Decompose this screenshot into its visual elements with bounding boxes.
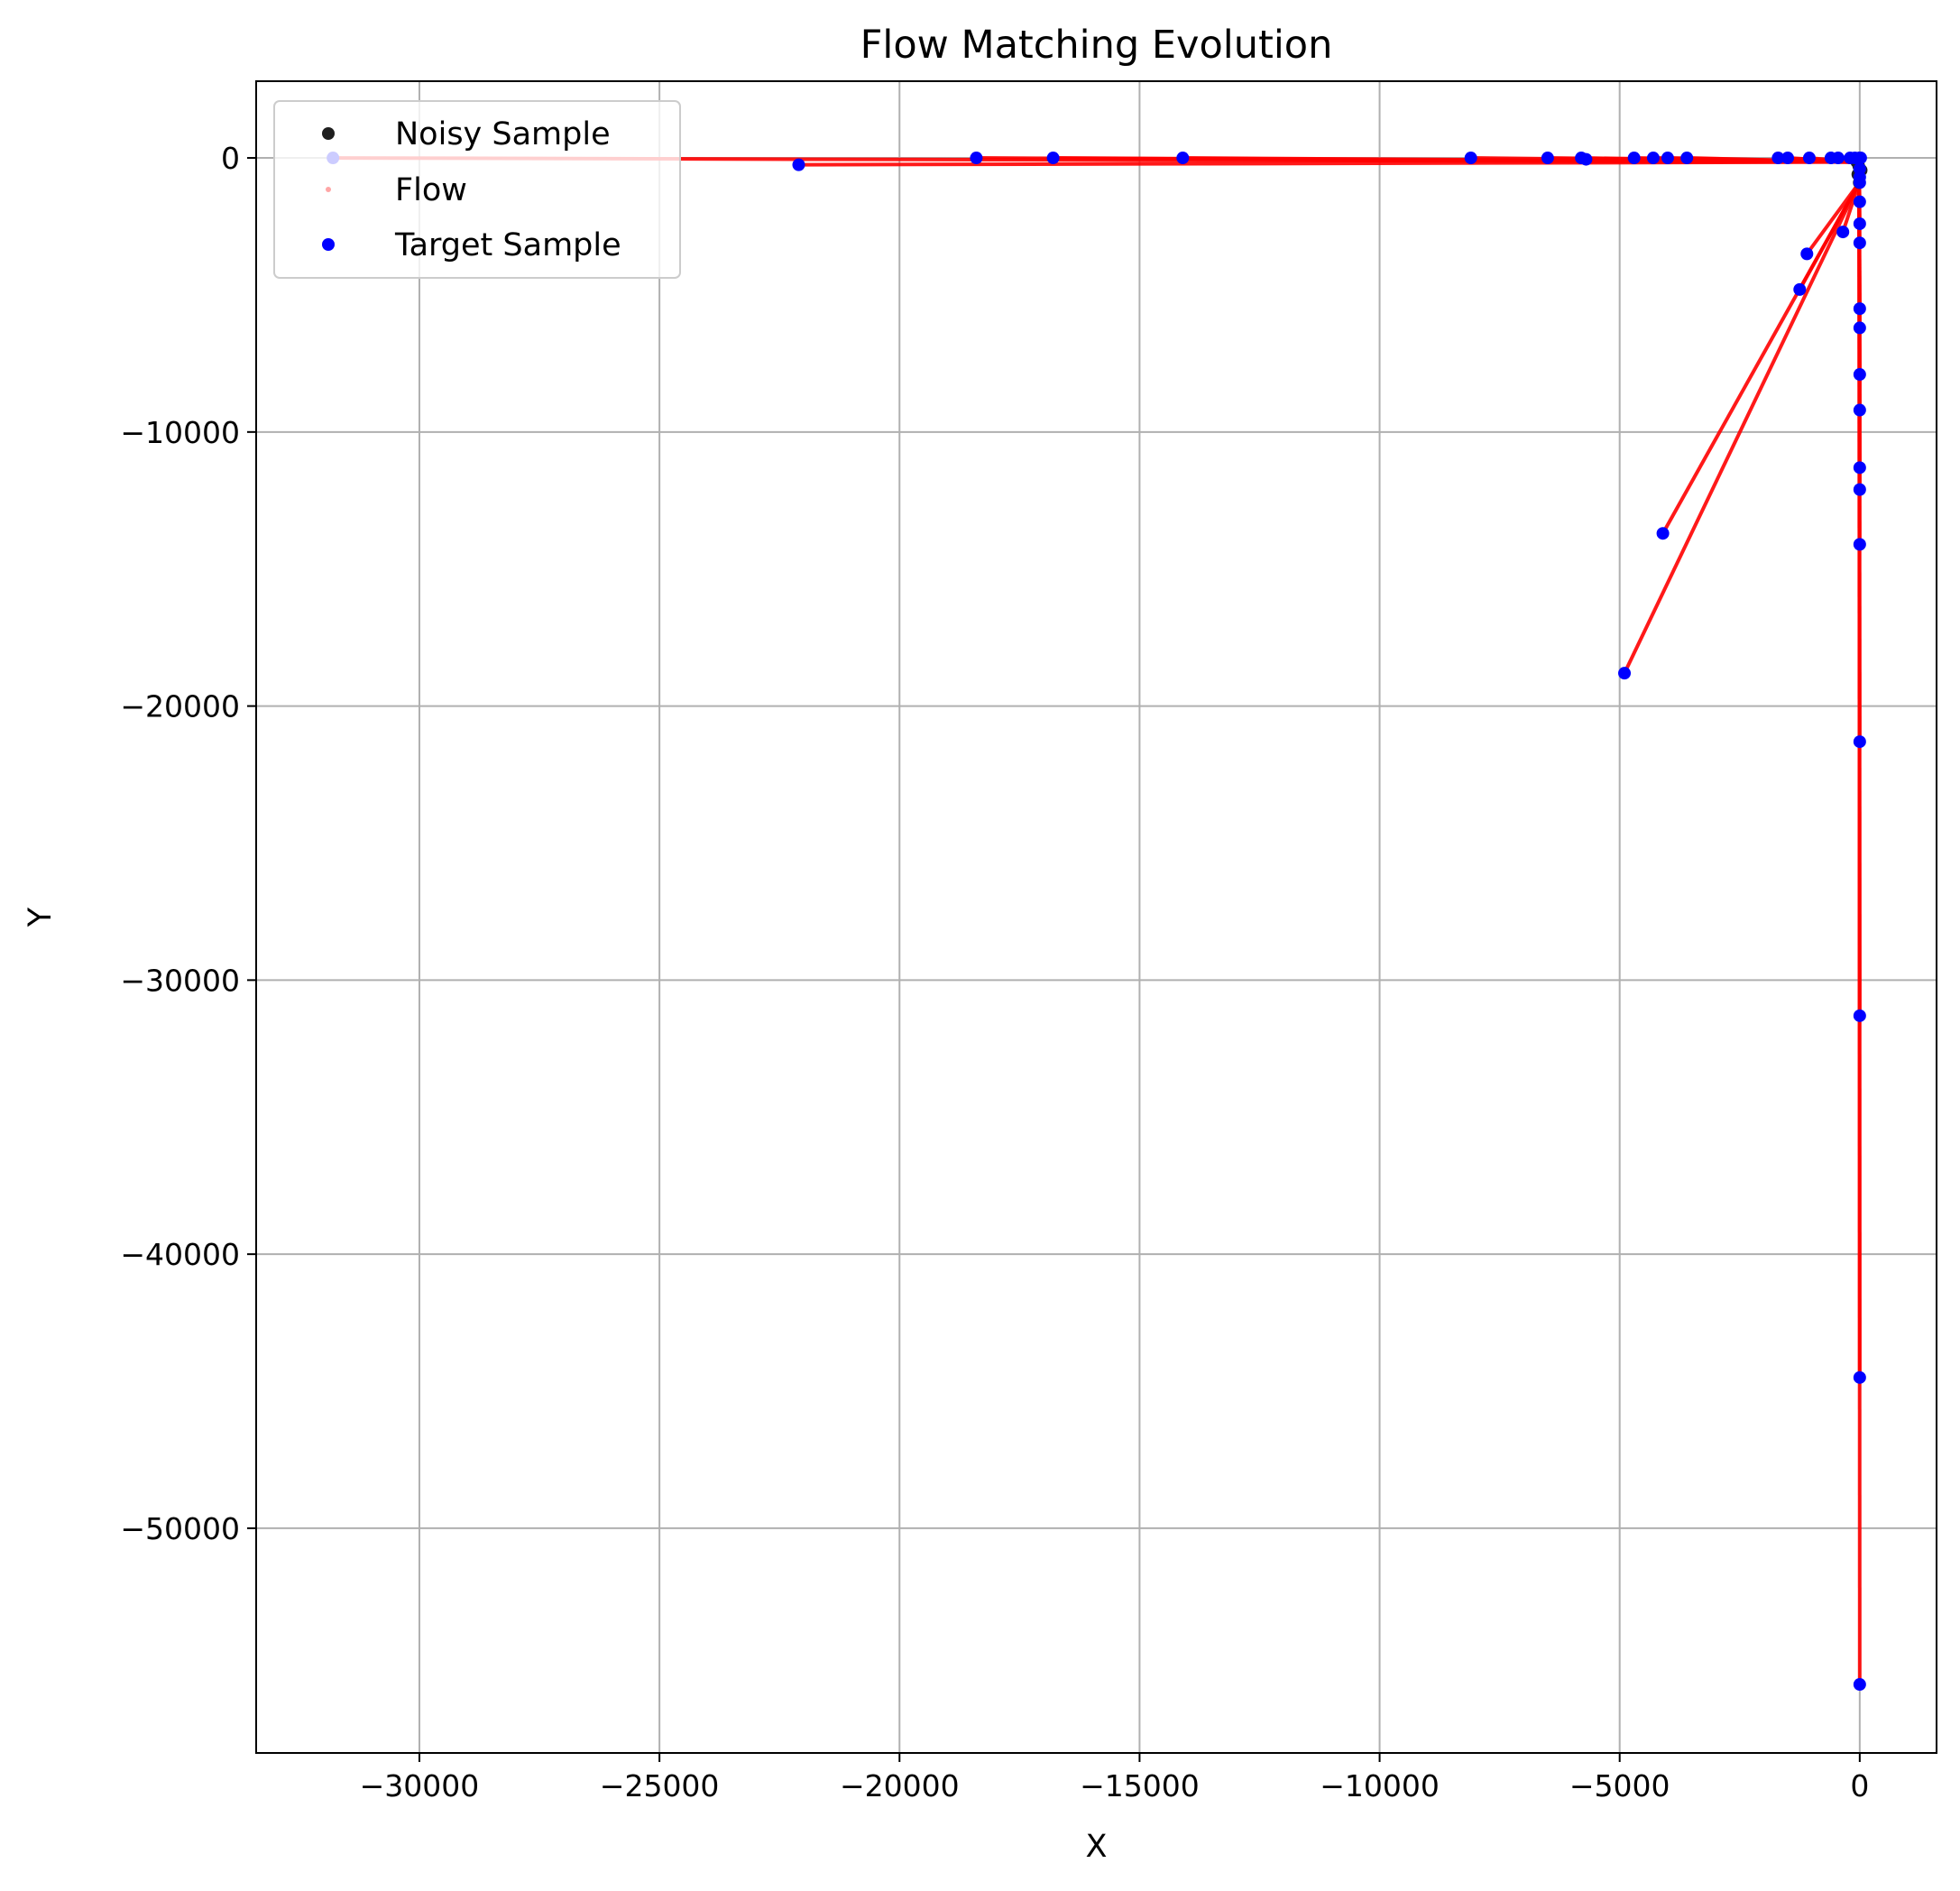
- y-tick-label: −10000: [120, 415, 240, 450]
- x-axis-ticks: −30000 −25000 −20000 −15000 −10000 −5000 0: [360, 1753, 1869, 1803]
- legend-marker-target: [322, 238, 335, 251]
- plot-frame: [255, 80, 1937, 1754]
- target-point: [970, 152, 983, 165]
- x-tick-label: 0: [1850, 1768, 1869, 1803]
- grid: [256, 81, 1937, 1753]
- target-point: [1656, 527, 1670, 540]
- target-point: [1541, 152, 1554, 165]
- target-point: [1802, 152, 1816, 165]
- target-point: [1627, 152, 1641, 165]
- target-point: [1831, 152, 1845, 165]
- target-point: [1800, 247, 1814, 261]
- y-axis-ticks: 0 −10000 −20000 −30000 −40000 −50000: [120, 141, 256, 1546]
- y-tick-label: −30000: [120, 963, 240, 998]
- y-tick-label: 0: [221, 141, 240, 176]
- legend-marker-flow: [326, 187, 331, 192]
- x-axis-label: X: [1086, 1829, 1108, 1865]
- target-point: [1853, 176, 1866, 189]
- target-point: [1046, 152, 1060, 165]
- target-point: [1176, 152, 1190, 165]
- legend-label-noisy: Noisy Sample: [395, 116, 611, 152]
- target-point: [1853, 368, 1866, 382]
- x-tick-label: −20000: [840, 1768, 960, 1803]
- flow-path: [1805, 181, 1861, 255]
- target-point: [1853, 1678, 1866, 1692]
- flow-path: [1661, 181, 1862, 535]
- target-point: [1853, 735, 1866, 749]
- legend: Noisy Sample Flow Target Sample: [273, 100, 681, 279]
- target-point: [1771, 152, 1785, 165]
- target-point: [1781, 152, 1794, 165]
- x-tick-label: −10000: [1320, 1768, 1440, 1803]
- target-point: [1464, 152, 1477, 165]
- target-point: [1853, 403, 1866, 417]
- y-tick-label: −40000: [120, 1237, 240, 1272]
- flow-path: [1623, 181, 1862, 675]
- target-point: [1853, 236, 1866, 250]
- target-point: [1853, 1009, 1866, 1022]
- target-point: [1661, 152, 1674, 165]
- target-point: [1793, 282, 1807, 296]
- x-tick-label: −25000: [600, 1768, 720, 1803]
- target-sample-points: [327, 152, 1867, 1692]
- target-point: [1853, 217, 1866, 230]
- x-tick-label: −5000: [1569, 1768, 1670, 1803]
- target-point: [1853, 461, 1866, 475]
- target-point: [1853, 195, 1866, 208]
- target-point: [1853, 483, 1866, 496]
- x-tick-label: −30000: [360, 1768, 480, 1803]
- target-point: [1853, 302, 1866, 316]
- flow-path: [1857, 182, 1862, 1685]
- x-tick-label: −15000: [1080, 1768, 1200, 1803]
- legend-label-flow: Flow: [395, 172, 467, 208]
- chart-title: Flow Matching Evolution: [860, 23, 1333, 68]
- target-point: [1680, 152, 1694, 165]
- target-point: [1853, 321, 1866, 335]
- y-tick-label: −50000: [120, 1511, 240, 1546]
- target-point: [1853, 1370, 1866, 1384]
- target-point: [1854, 152, 1867, 165]
- target-point: [792, 158, 805, 171]
- target-point: [1646, 152, 1660, 165]
- legend-box: [273, 100, 681, 279]
- legend-label-target: Target Sample: [394, 227, 621, 263]
- legend-marker-noisy: [322, 127, 335, 140]
- target-point: [1618, 667, 1632, 680]
- y-tick-label: −20000: [120, 689, 240, 724]
- y-axis-label: Y: [23, 907, 59, 927]
- target-point: [1579, 152, 1593, 166]
- target-point: [1836, 226, 1850, 239]
- target-point: [1853, 538, 1866, 551]
